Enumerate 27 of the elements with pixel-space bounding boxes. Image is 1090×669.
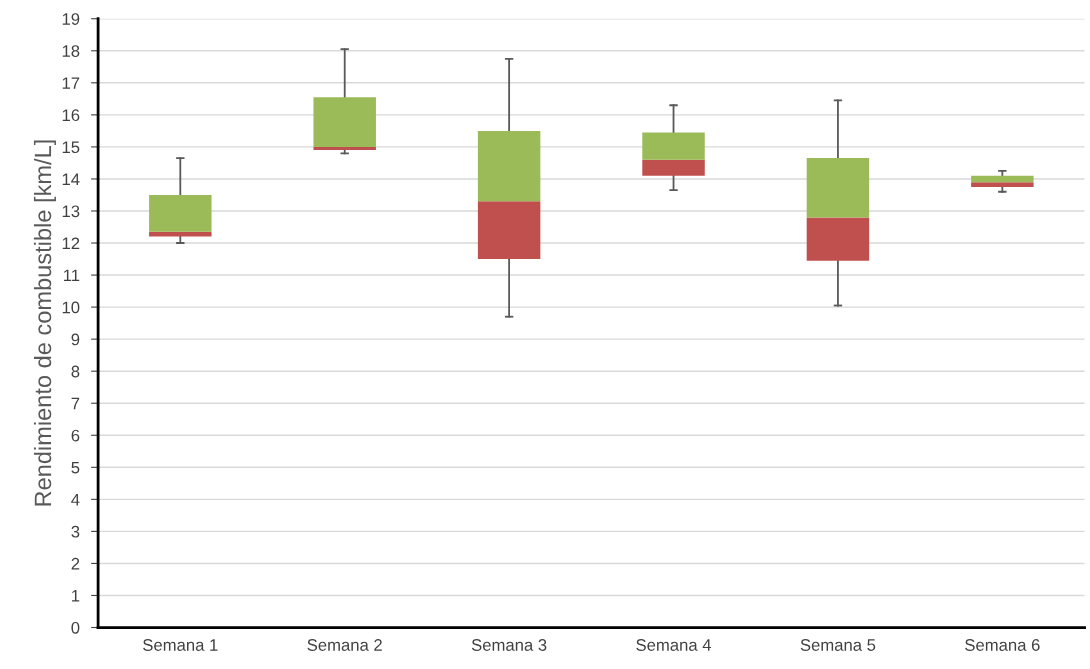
x-tick-label: Semana 2 xyxy=(307,639,382,651)
y-tick-label: 11 xyxy=(64,269,80,282)
y-tick-label: 12 xyxy=(62,237,80,250)
y-tick-label: 8 xyxy=(71,365,80,378)
y-tick-label: 19 xyxy=(62,13,80,25)
y-tick-label: 6 xyxy=(71,429,80,442)
y-tick-label: 0 xyxy=(71,621,80,634)
y-tick-label: 15 xyxy=(62,141,80,154)
y-axis-title: Rendimiento de combustible [km/L] xyxy=(33,140,56,506)
y-tick-label: 16 xyxy=(62,109,80,122)
x-tick-label: Semana 1 xyxy=(143,639,218,651)
y-tick-label: 9 xyxy=(71,333,80,346)
y-tick-label: 5 xyxy=(71,461,80,474)
x-tick-label: Semana 4 xyxy=(636,639,712,651)
x-tick-label: Semana 5 xyxy=(800,639,876,651)
y-tick-label: 17 xyxy=(62,77,80,89)
y-tick-label: 4 xyxy=(71,493,80,506)
x-tick-label: Semana 3 xyxy=(471,639,547,651)
y-tick-label: 13 xyxy=(62,205,80,218)
y-tick-label: 14 xyxy=(62,173,80,185)
y-tick-label: 2 xyxy=(71,557,80,570)
y-tick-label: 3 xyxy=(71,525,80,538)
y-tick-label: 7 xyxy=(71,397,80,410)
y-tick-label: 10 xyxy=(62,301,80,314)
y-tick-label: 1 xyxy=(72,590,80,602)
y-tick-label: 18 xyxy=(62,45,80,57)
x-tick-label: Semana 6 xyxy=(965,639,1040,651)
